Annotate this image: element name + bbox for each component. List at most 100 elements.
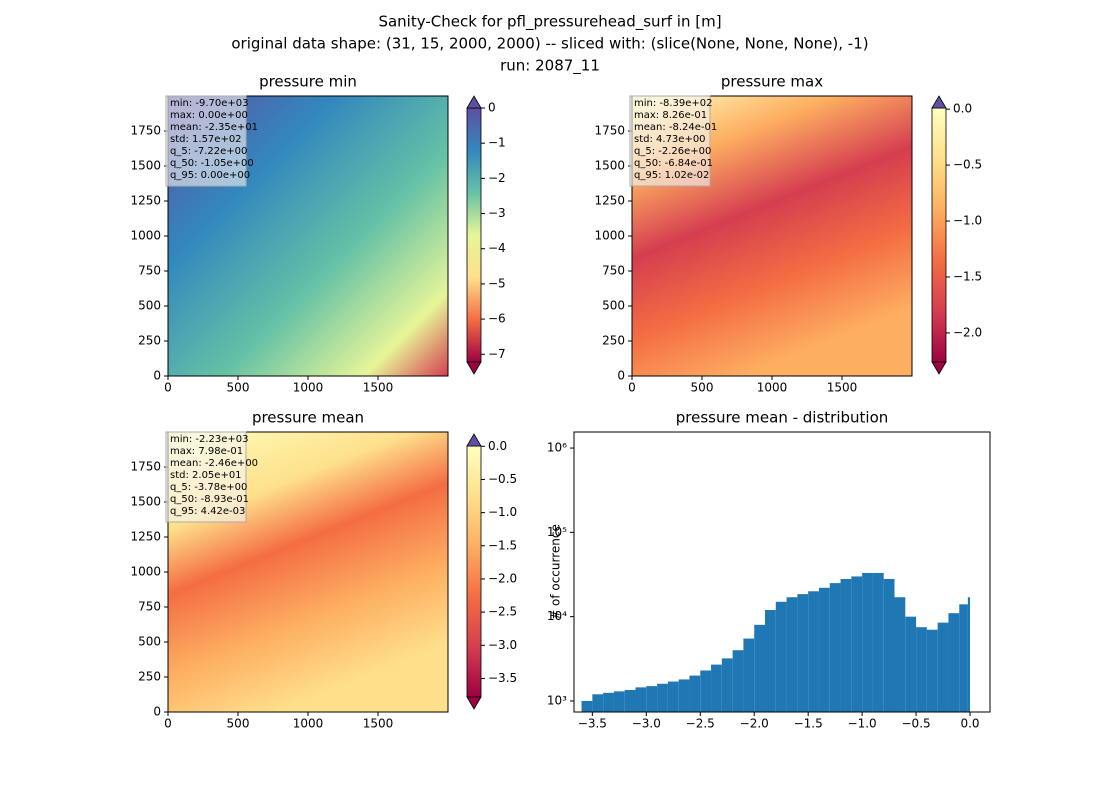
suptitle: original data shape: (31, 15, 2000, 2000… (231, 35, 868, 53)
bar (689, 675, 701, 712)
x-tick-label: −2.5 (686, 717, 715, 731)
stats-line: q_50: -1.05e+00 (170, 158, 254, 169)
bar (635, 687, 647, 712)
axes-frame (573, 431, 991, 713)
y-tick-label: 250 (602, 334, 625, 348)
colorbar-tick-label: −6 (488, 312, 506, 326)
stats-line: q_5: -7.22e+00 (170, 146, 247, 157)
stats-line: std: 2.05e+01 (170, 470, 242, 481)
x-tick-label: 0 (164, 717, 172, 731)
stats-line: std: 1.57e+02 (170, 134, 242, 145)
x-tick-label: 500 (691, 381, 714, 395)
bar (926, 629, 938, 712)
bar (905, 616, 917, 712)
colorbar-tick-label: −1.0 (953, 214, 982, 228)
suptitle: run: 2087_11 (500, 57, 600, 76)
y-tick-label: 250 (138, 670, 161, 684)
x-tick-label: 1000 (293, 381, 324, 395)
colorbar-tick-label: −2.0 (488, 571, 517, 585)
stats-line: min: -9.70e+03 (170, 98, 249, 109)
bar (624, 689, 636, 712)
colorbar-tick-label: 0.0 (953, 102, 972, 116)
colorbar (466, 107, 482, 363)
suptitle: Sanity-Check for pfl_pressurehead_surf i… (378, 13, 721, 32)
stats-line: mean: -2.35e+01 (170, 122, 258, 133)
stats-box (165, 95, 247, 187)
colorbar-tick-label: −1.5 (488, 538, 517, 552)
bar (581, 700, 593, 712)
bar (872, 572, 884, 712)
colorbar-tick-label: −5 (488, 276, 506, 290)
x-tick-label: 0 (164, 381, 172, 395)
x-tick-label: 500 (227, 717, 250, 731)
bar (711, 664, 722, 712)
y-tick-label: 1750 (594, 124, 625, 138)
colorbar-tick-label: −2 (488, 171, 506, 185)
stats-line: q_95: 0.00e+00 (170, 170, 250, 181)
x-tick-label: 500 (227, 381, 250, 395)
bar (948, 613, 960, 712)
bar (851, 576, 863, 712)
colorbar-extend (466, 361, 482, 375)
bar (840, 578, 852, 712)
x-tick-label: 1500 (363, 717, 394, 731)
x-tick-label: −3.0 (632, 717, 661, 731)
stats-line: q_50: -6.84e-01 (634, 158, 713, 169)
x-tick-label: −3.5 (578, 717, 607, 731)
y-tick-label: 10⁴ (547, 609, 567, 623)
y-tick-label: 0 (153, 369, 161, 383)
bar (667, 681, 679, 712)
bar (613, 691, 625, 712)
bar (743, 638, 755, 712)
y-tick-label: 1750 (130, 124, 161, 138)
bar (765, 609, 776, 712)
y-tick-label: 10⁶ (547, 441, 567, 455)
bar (721, 658, 733, 712)
axes-title: pressure mean (252, 409, 364, 427)
y-tick-label: 10³ (547, 693, 567, 707)
axes-frame (167, 95, 449, 377)
y-tick-label: 250 (138, 334, 161, 348)
axes-title: pressure max (721, 73, 823, 91)
bar (967, 597, 971, 712)
y-tick-label: 1500 (130, 495, 161, 509)
stats-box (165, 431, 247, 523)
stats-line: q_50: -8.93e-01 (170, 494, 249, 505)
bar (678, 679, 690, 712)
bar (646, 686, 658, 712)
x-tick-label: 0.0 (960, 717, 979, 731)
y-tick-label: 500 (138, 635, 161, 649)
x-tick-label: −1.5 (794, 717, 823, 731)
colorbar (931, 107, 947, 363)
colorbar-extend (931, 361, 947, 375)
y-tick-label: 750 (602, 264, 625, 278)
x-tick-label: 1000 (757, 381, 788, 395)
x-tick-label: 1000 (293, 717, 324, 731)
stats-line: q_5: -2.26e+00 (634, 146, 711, 157)
y-axis-label: # of occurrence (549, 524, 563, 620)
stats-line: max: 8.26e-01 (634, 110, 707, 121)
bar (700, 670, 712, 712)
colorbar-tick-label: −4 (488, 241, 506, 255)
bar (916, 627, 927, 712)
colorbar-tick-label: −2.5 (488, 605, 517, 619)
colorbar-extend (466, 95, 482, 109)
stats-box (629, 95, 711, 187)
axes-title: pressure mean - distribution (676, 409, 889, 427)
y-tick-label: 750 (138, 264, 161, 278)
colorbar-tick-label: −3 (488, 206, 506, 220)
colorbar-tick-label: −1.0 (488, 505, 517, 519)
bar (818, 587, 830, 712)
y-tick-label: 1500 (130, 159, 161, 173)
colorbar-extend (466, 696, 482, 710)
y-tick-label: 10⁵ (547, 525, 567, 539)
colorbar-tick-label: −1.5 (953, 269, 982, 283)
axes-frame (167, 431, 449, 713)
colorbar-tick-label: 0.0 (488, 439, 507, 453)
colorbar-tick-label: −0.5 (488, 472, 517, 486)
x-tick-label: −1.0 (848, 717, 877, 731)
x-tick-label: −2.0 (740, 717, 769, 731)
bar (883, 578, 895, 712)
axes-frame (631, 95, 913, 377)
